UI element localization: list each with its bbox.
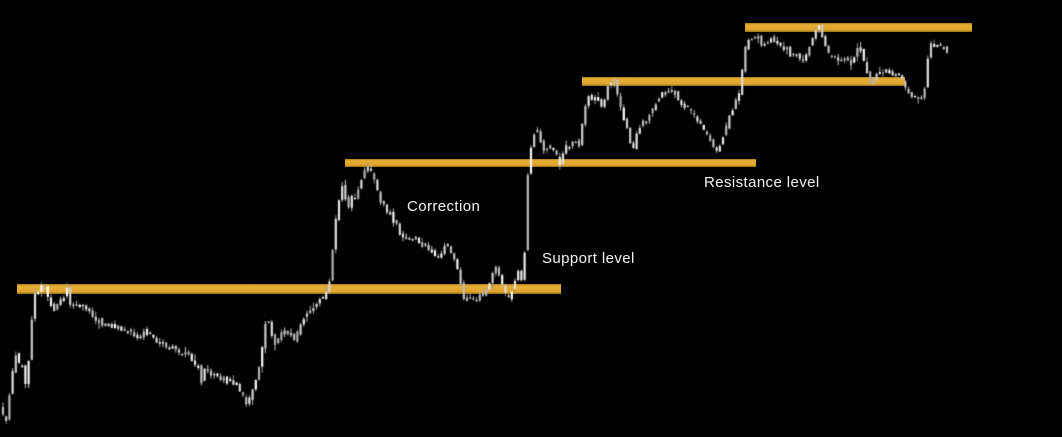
correction-label: Correction xyxy=(407,198,481,215)
support-level-label: Support level xyxy=(542,250,635,267)
resistance-level-label: Resistance level xyxy=(704,174,820,191)
